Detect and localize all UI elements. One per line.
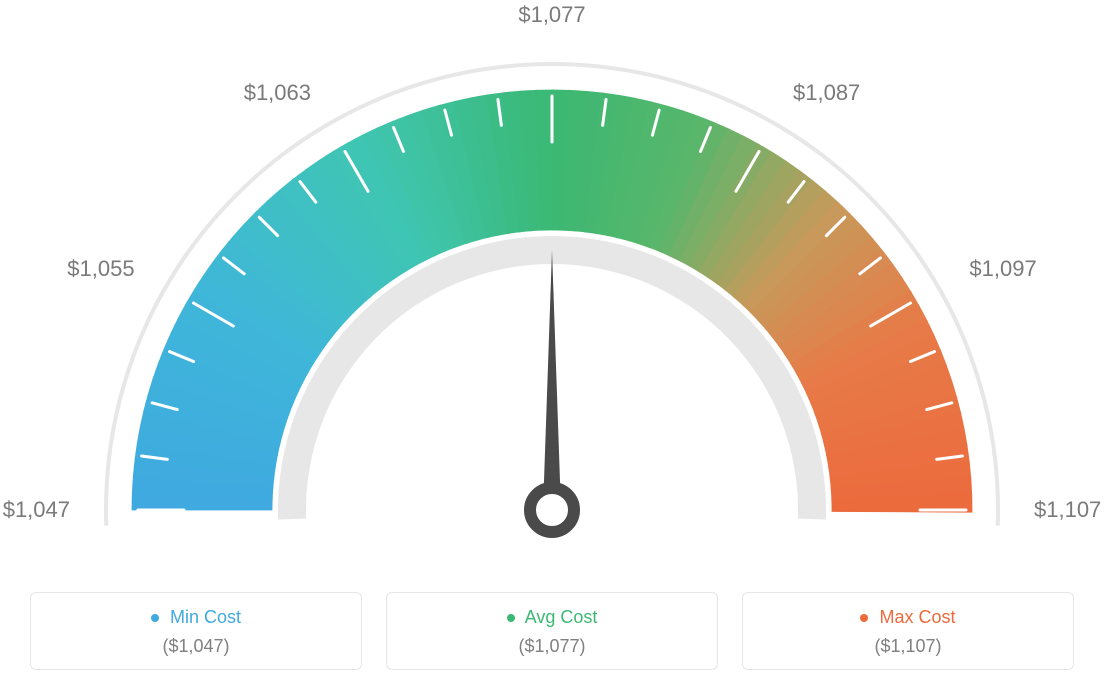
- gauge-tick-label: $1,055: [67, 256, 134, 282]
- legend-avg-title: Avg Cost: [397, 607, 707, 628]
- gauge-tick-label: $1,087: [793, 80, 860, 106]
- legend-min-title: Min Cost: [41, 607, 351, 628]
- legend-min-box: Min Cost ($1,047): [30, 592, 362, 670]
- gauge-tick-label: $1,097: [969, 256, 1036, 282]
- legend-min-label: Min Cost: [170, 607, 241, 627]
- gauge-svg: [0, 10, 1104, 570]
- legend-max-title: Max Cost: [753, 607, 1063, 628]
- legend-max-value: ($1,107): [753, 636, 1063, 657]
- legend-row: Min Cost ($1,047) Avg Cost ($1,077) Max …: [30, 592, 1074, 670]
- legend-avg-value: ($1,077): [397, 636, 707, 657]
- legend-max-label: Max Cost: [879, 607, 955, 627]
- chart-container: $1,047 $1,055 $1,063 $1,077 $1,087 $1,097 $1,1…: [0, 0, 1104, 690]
- gauge: $1,047$1,055$1,063$1,077$1,087$1,097$1,1…: [0, 10, 1104, 570]
- gauge-tick-label: $1,077: [518, 2, 585, 28]
- legend-max-box: Max Cost ($1,107): [742, 592, 1074, 670]
- gauge-tick-label: $1,063: [244, 80, 311, 106]
- gauge-tick-label: $1,047: [3, 497, 70, 523]
- legend-avg-box: Avg Cost ($1,077): [386, 592, 718, 670]
- legend-min-bullet: [151, 614, 159, 622]
- legend-max-bullet: [860, 614, 868, 622]
- legend-avg-bullet: [507, 614, 515, 622]
- legend-min-value: ($1,047): [41, 636, 351, 657]
- gauge-tick-label: $1,107: [1034, 497, 1101, 523]
- legend-avg-label: Avg Cost: [525, 607, 598, 627]
